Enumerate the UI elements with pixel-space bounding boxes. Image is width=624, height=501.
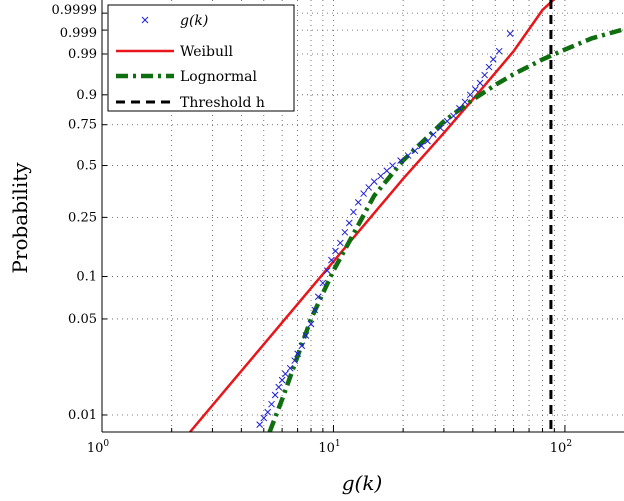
legend-label: Threshold h bbox=[180, 95, 265, 111]
x-tick-base: 10 bbox=[318, 441, 335, 456]
data-point bbox=[328, 256, 335, 264]
data-point bbox=[275, 383, 283, 391]
data-point bbox=[429, 131, 437, 139]
y-axis-title: Probability bbox=[8, 162, 32, 274]
y-tick-label: 0.01 bbox=[68, 408, 97, 423]
y-tick-label: 0.05 bbox=[68, 312, 97, 327]
data-point bbox=[350, 208, 357, 216]
x-tick-label: 100 bbox=[87, 439, 110, 456]
data-point bbox=[461, 98, 469, 106]
legend-label: Lognormal bbox=[180, 69, 257, 85]
data-point bbox=[354, 199, 362, 206]
data-point bbox=[365, 184, 373, 191]
data-point bbox=[307, 320, 315, 328]
data-point bbox=[286, 364, 294, 372]
data-point bbox=[456, 104, 463, 112]
data-point bbox=[360, 190, 367, 197]
legend: g(k) Weibull Lognormal Threshold h bbox=[107, 4, 295, 112]
legend-item: g(k) bbox=[141, 13, 208, 29]
legend-item: Threshold h bbox=[116, 95, 265, 111]
data-point bbox=[476, 79, 484, 87]
x-tick-labels: 100 101 102 bbox=[87, 439, 572, 456]
y-tick-label: 0.9999 bbox=[52, 3, 98, 18]
plot-area bbox=[189, 0, 624, 432]
legend-label: g(k) bbox=[180, 13, 208, 29]
data-point bbox=[489, 56, 497, 63]
x-tick-exponent: 1 bbox=[335, 439, 341, 449]
data-point bbox=[336, 239, 344, 247]
legend-label: Weibull bbox=[180, 44, 233, 60]
data-point bbox=[341, 228, 349, 236]
x-tick-base: 10 bbox=[550, 441, 567, 456]
x-tick-exponent: 2 bbox=[566, 439, 572, 449]
x-tick-label: 102 bbox=[550, 439, 572, 456]
data-point bbox=[278, 376, 286, 384]
series-line-weibull bbox=[189, 0, 556, 432]
x-tick-label: 101 bbox=[318, 439, 340, 456]
data-point bbox=[481, 71, 489, 79]
series-line-lognormal bbox=[267, 27, 624, 432]
data-point bbox=[424, 137, 431, 145]
axis-frame bbox=[101, 0, 624, 433]
data-point bbox=[302, 332, 310, 339]
y-tick-label: 0.5 bbox=[76, 159, 97, 174]
grid-lines bbox=[102, 0, 624, 432]
data-point bbox=[311, 306, 319, 314]
data-point bbox=[404, 152, 412, 159]
legend-item: Lognormal bbox=[116, 69, 257, 85]
data-point bbox=[443, 117, 451, 125]
data-point bbox=[294, 350, 301, 358]
legend-item: Weibull bbox=[116, 44, 233, 60]
y-tick-labels: 0.01 0.05 0.1 0.25 0.5 0.75 0.9 0.99 0.999 0.9999 bbox=[52, 3, 98, 423]
data-point bbox=[506, 30, 514, 38]
x-tick-exponent: 0 bbox=[103, 439, 109, 449]
data-point bbox=[264, 408, 272, 416]
data-point bbox=[418, 142, 425, 150]
data-point bbox=[298, 342, 306, 350]
data-point bbox=[291, 357, 299, 364]
data-point bbox=[268, 400, 275, 408]
data-point bbox=[389, 162, 396, 169]
y-tick-label: 0.99 bbox=[68, 47, 97, 62]
data-point bbox=[471, 86, 479, 93]
y-tick-label: 0.1 bbox=[76, 270, 97, 285]
data-point bbox=[314, 293, 322, 301]
y-tick-label: 0.999 bbox=[60, 26, 97, 41]
data-point bbox=[466, 91, 474, 99]
data-point bbox=[271, 391, 279, 399]
data-point bbox=[397, 157, 404, 164]
data-point bbox=[495, 47, 503, 55]
x-tick-base: 10 bbox=[87, 441, 104, 456]
data-point bbox=[260, 414, 268, 422]
data-point bbox=[411, 147, 419, 155]
y-tick-label: 0.75 bbox=[68, 118, 97, 133]
y-tick-label: 0.25 bbox=[68, 210, 97, 225]
data-point bbox=[485, 63, 493, 71]
data-point bbox=[377, 172, 385, 180]
data-point bbox=[345, 219, 353, 227]
data-point bbox=[323, 267, 331, 274]
data-point bbox=[450, 112, 457, 120]
data-point bbox=[282, 370, 289, 378]
data-point bbox=[383, 167, 391, 175]
data-point bbox=[370, 178, 378, 185]
data-point bbox=[256, 421, 264, 428]
data-point bbox=[332, 247, 339, 255]
x-axis-title: g(k) bbox=[342, 471, 383, 495]
y-tick-label: 0.9 bbox=[76, 88, 97, 103]
data-point bbox=[437, 124, 444, 132]
legend-box bbox=[107, 4, 295, 112]
data-point bbox=[319, 279, 327, 287]
series-layer bbox=[189, 0, 624, 432]
